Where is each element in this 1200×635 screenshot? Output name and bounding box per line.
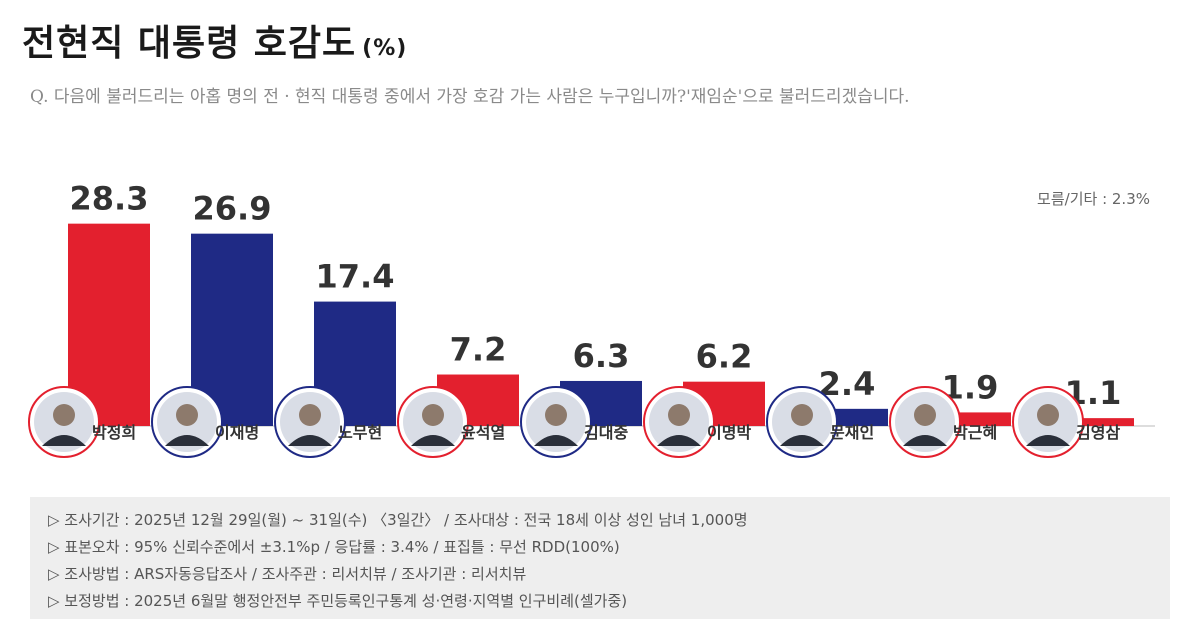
portrait-icon	[766, 386, 838, 458]
portrait-body	[903, 435, 947, 446]
portrait-body	[534, 435, 578, 446]
other-note: 모름/기타 : 2.3%	[1037, 190, 1150, 208]
chart-title: 전현직 대통령 호감도 (%)	[22, 14, 407, 66]
portrait-icon	[1012, 386, 1084, 458]
category-label: 노무현	[338, 423, 382, 442]
portrait-icon	[520, 386, 592, 458]
portrait-body	[780, 435, 824, 446]
bar-chart: 28.3 박정희 26.9 이재명 17.4 노무현 7.2 윤석열 6.3 김대중 6.2 이명박 2…	[28, 180, 1155, 458]
survey-question: Q. 다음에 불러드리는 아홉 명의 전 · 현직 대통령 중에서 가장 호감 …	[30, 87, 910, 107]
portrait-body	[288, 435, 332, 446]
portrait-head	[1037, 404, 1059, 426]
category-label: 이재명	[215, 423, 259, 442]
chart-title-text: 전현직 대통령 호감도	[22, 23, 357, 64]
note-line: ▷ 조사방법 : ARS자동응답조사 / 조사주관 : 리서치뷰 / 조사기관 …	[48, 565, 527, 583]
portrait-head	[176, 404, 198, 426]
portrait-icon	[28, 386, 100, 458]
note-line: ▷ 조사기간 : 2025년 12월 29일(월) ~ 31일(수) 〈3일간〉…	[48, 511, 748, 529]
note-line: ▷ 표본오차 : 95% 신뢰수준에서 ±3.1%p / 응답률 : 3.4% …	[48, 538, 620, 556]
portrait-body	[657, 435, 701, 446]
bar	[1052, 418, 1134, 426]
data-label: 28.3	[70, 180, 149, 218]
portrait-head	[545, 404, 567, 426]
data-label: 26.9	[193, 190, 272, 228]
survey-notes: ▷ 조사기간 : 2025년 12월 29일(월) ~ 31일(수) 〈3일간〉…	[30, 497, 1170, 619]
data-label: 6.3	[573, 337, 630, 375]
portrait-head	[422, 404, 444, 426]
portrait-body	[411, 435, 455, 446]
category-label: 윤석열	[461, 423, 505, 442]
category-label: 김대중	[584, 423, 628, 442]
portrait-body	[42, 435, 86, 446]
data-label: 6.2	[696, 338, 753, 376]
data-label: 7.2	[450, 331, 507, 369]
portrait-head	[53, 404, 75, 426]
portrait-head	[914, 404, 936, 426]
chart-title-unit: (%)	[362, 36, 408, 61]
portrait-icon	[397, 386, 469, 458]
category-label: 박근혜	[953, 423, 997, 442]
portrait-body	[165, 435, 209, 446]
category-label: 이명박	[707, 423, 751, 442]
data-label: 17.4	[316, 258, 395, 296]
portrait-head	[299, 404, 321, 426]
portrait-icon	[889, 386, 961, 458]
category-label: 김영삼	[1076, 423, 1120, 442]
portrait-icon	[151, 386, 223, 458]
portrait-body	[1026, 435, 1070, 446]
category-label: 문재인	[830, 423, 874, 442]
portrait-head	[791, 404, 813, 426]
portrait-head	[668, 404, 690, 426]
note-line: ▷ 보정방법 : 2025년 6월말 행정안전부 주민등록인구통계 성·연령·지…	[48, 592, 628, 610]
portrait-icon	[643, 386, 715, 458]
data-label: 2.4	[819, 365, 876, 403]
category-label: 박정희	[92, 423, 136, 442]
portrait-icon	[274, 386, 346, 458]
